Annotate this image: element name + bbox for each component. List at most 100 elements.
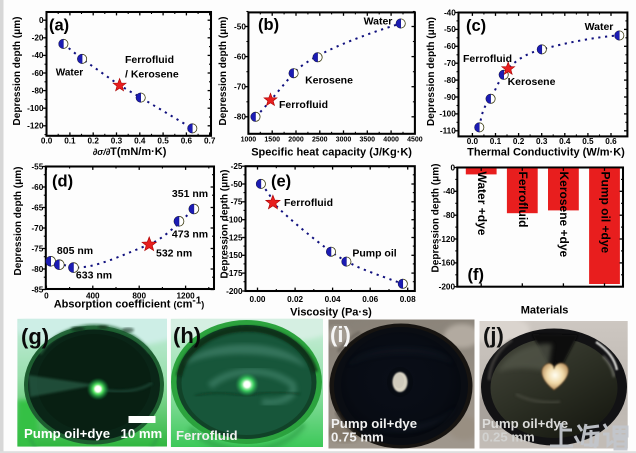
svg-text:532 nm: 532 nm xyxy=(156,248,192,260)
svg-text:Kerosene +dye: Kerosene +dye xyxy=(557,172,571,258)
svg-text:∂σ/∂T(mN/m·K): ∂σ/∂T(mN/m·K) xyxy=(93,146,167,158)
svg-text:-60: -60 xyxy=(234,52,246,61)
svg-text:/ Kerosene: / Kerosene xyxy=(125,69,179,81)
svg-text:-120: -120 xyxy=(439,235,456,244)
svg-text:0.2: 0.2 xyxy=(88,137,100,146)
svg-text:-80: -80 xyxy=(234,113,246,122)
svg-text:Pump oil: Pump oil xyxy=(352,247,396,259)
svg-text:(c): (c) xyxy=(466,17,486,35)
svg-text:-65: -65 xyxy=(31,203,43,212)
svg-text:0.00: 0.00 xyxy=(250,295,266,304)
svg-text:0.04: 0.04 xyxy=(325,295,341,304)
svg-text:-50: -50 xyxy=(234,22,246,31)
svg-text:-200: -200 xyxy=(439,283,456,292)
svg-text:-100: -100 xyxy=(226,216,243,225)
svg-text:Ferrofluid: Ferrofluid xyxy=(463,53,512,65)
svg-text:Ferrofluid: Ferrofluid xyxy=(279,99,328,111)
svg-text:-200: -200 xyxy=(226,287,243,296)
svg-text:351 nm: 351 nm xyxy=(172,188,208,200)
svg-text:Depression depth (μm): Depression depth (μm) xyxy=(218,17,229,126)
svg-text:Pump oil+dye: Pump oil+dye xyxy=(24,426,110,441)
svg-text:1500: 1500 xyxy=(264,136,280,143)
svg-text:(b): (b) xyxy=(258,16,279,34)
svg-text:-85: -85 xyxy=(31,285,43,294)
svg-text:-70: -70 xyxy=(444,59,456,68)
svg-text:Depression depth (μm): Depression depth (μm) xyxy=(13,167,24,276)
svg-text:-80: -80 xyxy=(444,76,456,85)
svg-text:0.3: 0.3 xyxy=(536,137,548,146)
svg-text:-110: -110 xyxy=(440,127,456,136)
svg-text:Ferrofluid: Ferrofluid xyxy=(176,428,238,443)
svg-text:0.6: 0.6 xyxy=(605,137,617,146)
svg-text:-75: -75 xyxy=(31,244,43,253)
svg-text:805 nm: 805 nm xyxy=(57,245,93,257)
svg-text:Ferrofluid: Ferrofluid xyxy=(516,172,530,228)
svg-text:Thermal Conductivity (W/m·K): Thermal Conductivity (W/m·K) xyxy=(467,147,625,159)
svg-text:-50: -50 xyxy=(231,180,243,189)
svg-text:-25: -25 xyxy=(231,162,243,171)
svg-text:0.25 mm: 0.25 mm xyxy=(482,430,535,445)
svg-text:Ferrofluid: Ferrofluid xyxy=(125,54,174,66)
svg-text:-70: -70 xyxy=(234,83,246,92)
svg-text:-40: -40 xyxy=(443,187,455,196)
svg-text:(g): (g) xyxy=(21,324,49,349)
svg-text:0.6: 0.6 xyxy=(181,137,193,146)
svg-text:800: 800 xyxy=(132,292,146,301)
svg-text:-60: -60 xyxy=(31,183,43,192)
svg-text:-20: -20 xyxy=(32,34,44,43)
svg-text:3500: 3500 xyxy=(360,136,376,143)
svg-text:1000: 1000 xyxy=(241,136,257,143)
svg-text:-120: -120 xyxy=(27,122,44,131)
svg-text:10 mm: 10 mm xyxy=(121,426,163,441)
svg-text:-80: -80 xyxy=(31,265,43,274)
svg-text:0.0: 0.0 xyxy=(41,137,53,146)
svg-text:4000: 4000 xyxy=(383,136,399,143)
svg-text:0.5: 0.5 xyxy=(157,137,169,146)
svg-text:-40: -40 xyxy=(444,8,456,17)
svg-text:473 nm: 473 nm xyxy=(172,229,208,241)
svg-text:Kerosene: Kerosene xyxy=(508,76,556,88)
svg-text:0: 0 xyxy=(450,163,455,172)
svg-text:Depression depth (μm): Depression depth (μm) xyxy=(12,17,23,126)
svg-text:2000: 2000 xyxy=(288,136,304,143)
svg-text:0.06: 0.06 xyxy=(362,295,378,304)
svg-text:-55: -55 xyxy=(31,162,43,171)
svg-text:0.1: 0.1 xyxy=(490,137,502,146)
svg-text:0: 0 xyxy=(39,16,44,25)
svg-text:0.0: 0.0 xyxy=(467,137,479,146)
svg-text:-50: -50 xyxy=(444,25,456,34)
svg-text:-100: -100 xyxy=(27,104,44,113)
svg-text:(d): (d) xyxy=(52,173,73,191)
svg-text:-80: -80 xyxy=(443,211,455,220)
svg-text:Depression depth (μm): Depression depth (μm) xyxy=(426,17,437,126)
svg-text:(f): (f) xyxy=(468,266,484,284)
svg-text:(h): (h) xyxy=(173,323,201,348)
svg-text:Viscosity (Pa·s): Viscosity (Pa·s) xyxy=(290,307,372,319)
svg-text:0.5: 0.5 xyxy=(582,137,594,146)
svg-text:2500: 2500 xyxy=(312,136,328,143)
svg-text:Pump oil+dye: Pump oil+dye xyxy=(331,416,417,431)
svg-text:0.4: 0.4 xyxy=(134,137,146,146)
svg-text:Water: Water xyxy=(364,16,393,28)
svg-text:Water: Water xyxy=(56,68,84,79)
svg-text:Pump oil+dye: Pump oil+dye xyxy=(482,416,568,431)
svg-text:-70: -70 xyxy=(31,224,43,233)
svg-text:Specific heat capacity (J/Kg·K: Specific heat capacity (J/Kg·K) xyxy=(251,147,412,159)
svg-text:0.3: 0.3 xyxy=(111,137,123,146)
svg-text:0.4: 0.4 xyxy=(559,137,571,146)
svg-text:Pump oil +dye: Pump oil +dye xyxy=(598,172,612,254)
svg-text:-175: -175 xyxy=(226,269,243,278)
svg-text:0.7: 0.7 xyxy=(204,137,216,146)
svg-text:3000: 3000 xyxy=(336,136,352,143)
svg-text:1200: 1200 xyxy=(176,292,195,301)
svg-text:Materials: Materials xyxy=(521,305,569,317)
svg-text:0.08: 0.08 xyxy=(400,295,416,304)
svg-text:Depression depth (μm): Depression depth (μm) xyxy=(431,164,442,273)
svg-text:0: 0 xyxy=(44,292,49,301)
svg-text:(a): (a) xyxy=(49,17,69,35)
svg-text:0.1: 0.1 xyxy=(64,137,76,146)
svg-text:(j): (j) xyxy=(483,323,504,348)
svg-text:0.02: 0.02 xyxy=(287,295,303,304)
svg-text:-160: -160 xyxy=(439,259,456,268)
svg-text:Water +dye: Water +dye xyxy=(475,172,489,236)
